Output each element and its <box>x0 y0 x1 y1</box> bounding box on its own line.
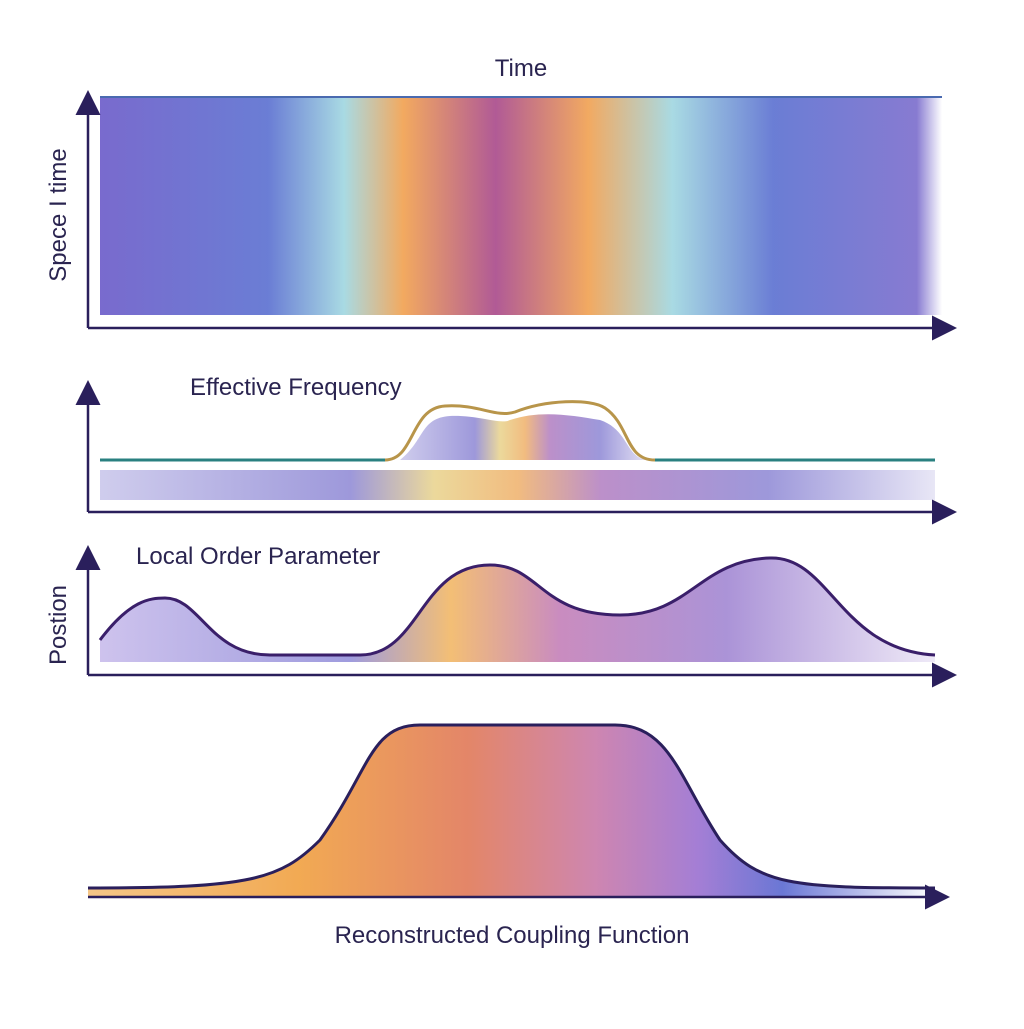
frequency-band <box>100 470 935 500</box>
frequency-curve <box>100 400 935 462</box>
order-curve <box>98 556 936 657</box>
frequency-bump <box>400 414 650 460</box>
panel-title: Local Order Parameter <box>136 543 380 570</box>
coupling-curve <box>87 723 936 890</box>
heatmap <box>100 97 942 315</box>
coupling-area <box>88 725 935 896</box>
panel-title: Reconstructed Coupling Function <box>335 922 690 949</box>
panel-title: Time <box>495 55 547 82</box>
panel-title: Effective Frequency <box>190 374 402 401</box>
y-label: Spece I time <box>45 148 72 281</box>
y-label: Postion <box>45 585 72 665</box>
order-area <box>100 557 935 662</box>
